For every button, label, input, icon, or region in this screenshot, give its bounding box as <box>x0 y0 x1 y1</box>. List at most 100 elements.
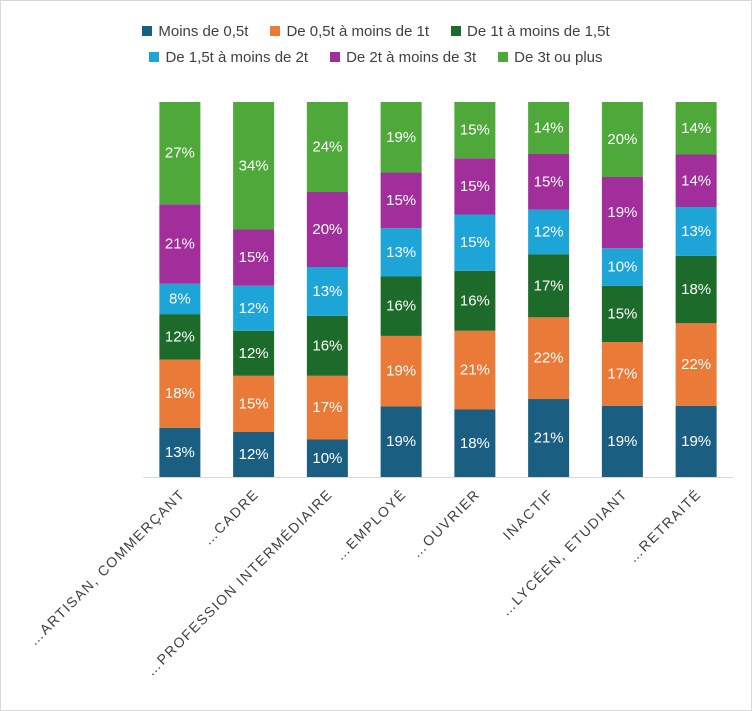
legend-item-moins-de-0-5t: Moins de 0,5t <box>142 23 248 40</box>
legend-item-de-1t-a-1-5t: De 1t à moins de 1,5t <box>451 23 610 40</box>
data-label: 12% <box>239 300 269 317</box>
legend-label: De 1t à moins de 1,5t <box>467 22 610 40</box>
legend-label: De 0,5t à moins de 1t <box>286 22 430 40</box>
bar-segment <box>528 254 570 318</box>
data-label: 13% <box>312 283 342 300</box>
bar-segment <box>528 209 570 255</box>
bar-segment <box>306 439 348 477</box>
data-label: 12% <box>239 345 269 362</box>
data-label: 13% <box>165 444 195 461</box>
data-label: 10% <box>607 259 637 276</box>
legend-swatch <box>451 26 462 36</box>
legend-item-de-1-5t-a-2t: De 1,5t à moins de 2t <box>149 49 308 66</box>
bar-segment <box>233 229 275 286</box>
bar-segment <box>233 330 275 376</box>
data-label: 19% <box>386 433 416 450</box>
bar-segment <box>233 375 275 432</box>
bar-segment <box>159 427 201 477</box>
bar-segment <box>306 267 348 316</box>
bar-segment <box>380 335 422 407</box>
data-label: 24% <box>312 139 342 156</box>
data-label: 13% <box>386 244 416 261</box>
data-label: 20% <box>607 131 637 148</box>
bar-segment <box>601 342 643 406</box>
legend-label: De 2t à moins de 3t <box>346 48 477 66</box>
bar-segment <box>306 102 348 192</box>
legend-label: De 1,5t à moins de 2t <box>165 48 309 66</box>
data-label: 18% <box>165 385 195 402</box>
bar-segment <box>380 172 422 229</box>
data-label: 13% <box>681 223 711 240</box>
legend-item-de-3t-ou-plus: De 3t ou plus <box>498 48 603 66</box>
bar-segment <box>675 255 717 324</box>
bar-segment <box>675 102 717 155</box>
category-label: …OUVRIER <box>408 486 483 561</box>
bar-segment <box>159 204 201 284</box>
bar-segment <box>528 399 570 477</box>
bar-segment <box>454 270 496 331</box>
data-label: 34% <box>239 157 269 174</box>
data-label: 10% <box>312 450 342 467</box>
bar-segment <box>528 153 570 210</box>
bar-segment <box>159 283 201 315</box>
category-label: …EMPLOYÉ <box>332 486 410 564</box>
bar-segment <box>675 405 717 477</box>
data-label: 15% <box>460 122 490 139</box>
bar-segment <box>675 323 717 406</box>
legend-swatch <box>498 52 509 62</box>
data-label: 15% <box>534 173 564 190</box>
data-label: 15% <box>460 178 490 195</box>
data-label: 19% <box>386 129 416 146</box>
data-label: 12% <box>165 328 195 345</box>
data-label: 17% <box>607 365 637 382</box>
legend-row-1: Moins de 0,5t De 0,5t à moins de 1t De 1… <box>0 18 752 44</box>
data-label: 16% <box>312 337 342 354</box>
legend-swatch <box>330 52 341 62</box>
data-label: 18% <box>681 281 711 298</box>
bar-segment <box>601 405 643 477</box>
data-label: 15% <box>607 305 637 322</box>
legend-swatch <box>149 52 160 62</box>
bar-segment <box>159 102 201 205</box>
data-label: 14% <box>534 119 564 136</box>
bar-segment <box>675 207 717 256</box>
bar-segment <box>306 315 348 376</box>
bar-segment <box>159 359 201 428</box>
data-label: 21% <box>460 362 490 379</box>
legend-item-de-0-5t-a-1t: De 0,5t à moins de 1t <box>270 23 429 40</box>
data-label: 19% <box>681 433 711 450</box>
bar-segment <box>601 248 643 286</box>
bar-segment <box>380 276 422 336</box>
data-label: 14% <box>681 172 711 189</box>
legend-label: De 3t ou plus <box>514 48 603 66</box>
data-label: 22% <box>534 350 564 367</box>
bar-segment <box>306 375 348 440</box>
bar-segment <box>454 214 496 271</box>
data-label: 17% <box>312 399 342 416</box>
bar-segment <box>601 177 643 249</box>
data-label: 19% <box>607 433 637 450</box>
bar-segment <box>454 409 496 477</box>
bar-segment <box>380 406 422 477</box>
category-label: INACTIF <box>500 486 557 543</box>
data-label: 15% <box>460 234 490 251</box>
bar-segment <box>454 158 496 215</box>
bar-segment <box>159 314 201 360</box>
bar-segment <box>306 192 348 267</box>
legend-swatch <box>270 26 281 36</box>
bar-segment <box>454 102 496 159</box>
data-label: 16% <box>460 292 490 309</box>
legend-swatch <box>142 26 153 36</box>
data-label: 19% <box>607 204 637 221</box>
data-label: 22% <box>681 356 711 373</box>
data-label: 16% <box>386 298 416 315</box>
category-label: …ARTISAN, COMMERÇANT <box>25 486 188 649</box>
category-label: …LYCÉEN, ETUDIANT <box>497 486 630 619</box>
bar-segment <box>528 317 570 400</box>
bar-segment <box>675 154 717 207</box>
bar-segment <box>233 432 275 477</box>
data-label: 18% <box>460 435 490 452</box>
data-label: 21% <box>165 236 195 253</box>
data-label: 12% <box>534 223 564 240</box>
